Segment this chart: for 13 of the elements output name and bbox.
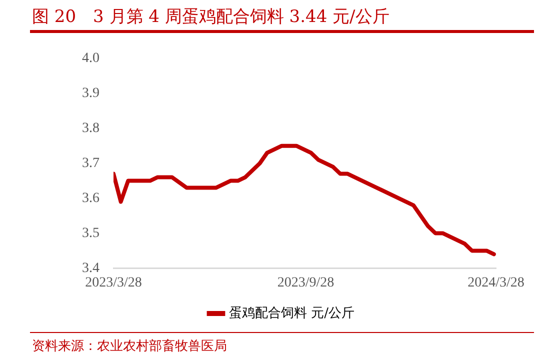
x-tick-label: 2023/9/28 — [277, 275, 334, 290]
y-tick-label: 3.6 — [82, 190, 100, 206]
y-tick-label: 3.4 — [82, 260, 100, 276]
y-tick-label: 3.9 — [82, 86, 100, 102]
chart-title: 图 20 3 月第 4 周蛋鸡配合饲料 3.44 元/公斤 — [32, 6, 390, 28]
y-tick-label: 3.5 — [82, 226, 100, 241]
text: 资料来源：农业农村部畜牧兽医局 — [32, 338, 227, 355]
legend-label: 蛋鸡配合饲料 元/公斤 — [228, 306, 355, 321]
y-tick-label: 3.8 — [82, 121, 100, 136]
y-tick-label: 4.0 — [82, 51, 100, 66]
x-tick-label: 2024/3/28 — [468, 275, 524, 290]
y-tick-label: 3.7 — [82, 156, 100, 171]
x-tick-label: 2023/3/28 — [85, 275, 142, 290]
